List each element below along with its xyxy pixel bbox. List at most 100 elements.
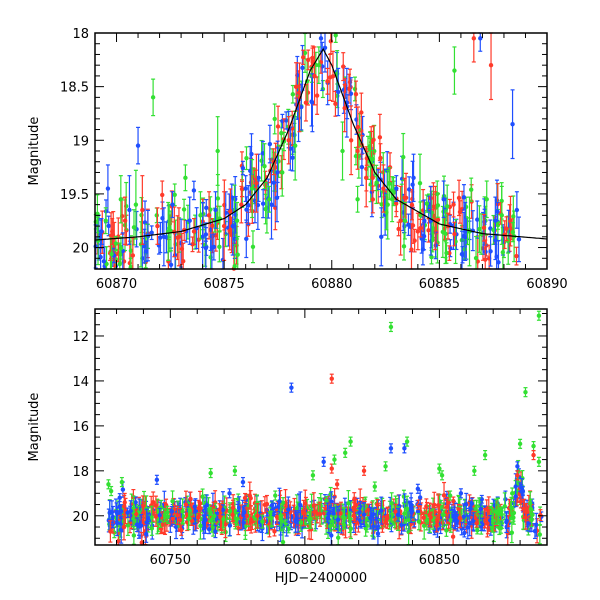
data-point-green	[290, 84, 296, 104]
data-point-green	[536, 456, 542, 467]
bottom-panel-light-curve-full: 60750 60800 60850 12 14 16 18 20 Magnitude HJD−…	[27, 308, 548, 586]
data-point-green	[383, 461, 388, 472]
data-point-red	[160, 180, 165, 210]
top-panel-y-axis-label: Magnitude	[27, 117, 42, 186]
bottom-panel-x-axis-label: HJD−2400000	[275, 571, 367, 586]
y-tick-label: 20	[72, 242, 89, 257]
data-point-blue	[267, 124, 273, 164]
data-point-blue	[244, 219, 249, 259]
data-point-red	[371, 125, 376, 155]
data-point-red	[359, 92, 364, 133]
data-point-green	[118, 236, 124, 260]
data-point-green	[183, 164, 188, 192]
data-point-red	[396, 221, 401, 237]
data-point-green	[401, 232, 407, 261]
data-point-blue	[406, 213, 411, 236]
data-point-green	[517, 438, 523, 449]
data-point-green	[150, 78, 156, 117]
data-point-blue	[191, 180, 197, 201]
data-point-blue	[260, 189, 266, 219]
data-point-red	[328, 32, 334, 55]
data-point-green	[108, 485, 114, 497]
data-point-blue	[461, 184, 467, 211]
data-point-red	[305, 49, 311, 71]
x-tick-label: 60870	[96, 277, 137, 292]
data-point-red	[210, 218, 215, 234]
data-point-green	[310, 470, 316, 481]
data-point-red	[481, 213, 487, 242]
data-point-green	[374, 174, 379, 192]
data-point-green	[273, 490, 278, 501]
data-point-green	[372, 481, 378, 492]
data-point-green	[340, 121, 345, 181]
data-point-green	[154, 207, 159, 224]
y-tick-label: 19	[72, 134, 89, 149]
data-point-green	[208, 467, 213, 479]
data-point-green	[477, 205, 482, 253]
data-point-red	[272, 526, 277, 537]
data-point-green	[452, 46, 457, 95]
x-tick-label: 60875	[203, 277, 244, 292]
data-point-blue	[154, 474, 160, 485]
y-tick-label: 19.5	[60, 188, 89, 203]
data-point-blue	[406, 176, 412, 203]
top-panel-light-curve-zoom: 60870 60875 60880 60885 608901818.51919.520 …	[27, 27, 568, 292]
data-point-green	[531, 441, 536, 452]
data-point-red	[361, 465, 367, 476]
data-point-green	[463, 196, 469, 218]
data-point-blue	[243, 175, 248, 203]
data-point-red	[348, 105, 354, 176]
data-point-blue	[240, 160, 246, 176]
data-point-green	[343, 447, 348, 458]
data-point-green	[333, 32, 338, 43]
data-point-blue	[227, 488, 232, 499]
data-point-red	[452, 221, 457, 247]
data-point-blue	[510, 89, 515, 160]
data-point-green	[128, 235, 134, 267]
data-point-green	[444, 242, 449, 264]
data-point-red	[329, 373, 334, 384]
data-point-green	[217, 231, 222, 263]
y-tick-label: 18.5	[60, 81, 89, 96]
data-point-red	[248, 490, 253, 507]
data-point-green	[523, 387, 528, 398]
data-point-green	[388, 321, 394, 333]
data-point-blue	[240, 476, 246, 488]
data-point-blue	[204, 199, 209, 217]
data-point-red	[531, 450, 536, 461]
x-tick-label: 60850	[419, 553, 460, 568]
data-point-green	[172, 183, 177, 207]
data-point-green	[472, 465, 477, 476]
data-point-blue	[211, 233, 217, 261]
data-point-green	[355, 185, 360, 213]
data-point-red	[329, 463, 334, 474]
data-point-blue	[321, 456, 326, 467]
data-point-red	[488, 32, 494, 101]
bottom-panel-data-points	[106, 310, 544, 546]
data-point-green	[510, 222, 516, 243]
data-point-blue	[478, 32, 483, 52]
x-tick-label: 60880	[311, 277, 352, 292]
data-point-green	[181, 198, 187, 221]
data-point-green	[435, 192, 441, 218]
data-point-blue	[289, 382, 294, 393]
x-tick-label: 60750	[150, 553, 191, 568]
data-point-green	[391, 176, 396, 207]
data-point-blue	[415, 483, 421, 494]
data-point-blue	[290, 143, 295, 172]
data-point-blue	[127, 175, 132, 245]
data-point-green	[232, 465, 238, 476]
data-point-green	[509, 522, 515, 544]
data-point-blue	[402, 443, 407, 454]
data-point-red	[334, 479, 340, 490]
data-point-red	[426, 218, 431, 243]
data-point-green	[250, 230, 256, 264]
y-tick-label: 14	[72, 375, 89, 390]
data-point-blue	[516, 216, 522, 263]
data-point-red	[300, 49, 306, 66]
data-point-green	[536, 310, 542, 321]
data-point-green	[439, 470, 445, 481]
data-point-green	[272, 103, 277, 135]
y-tick-label: 18	[72, 465, 89, 480]
